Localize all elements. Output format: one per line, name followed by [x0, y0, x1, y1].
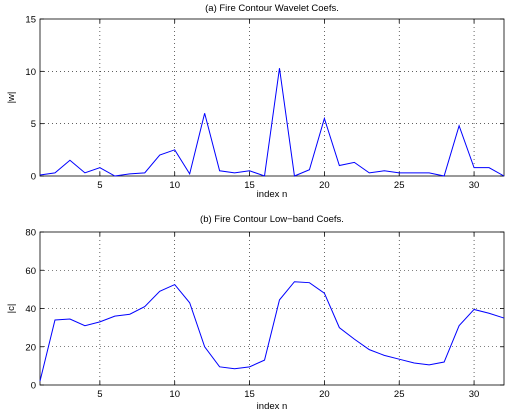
chart-title: (a) Fire Contour Wavelet Coefs. [205, 3, 339, 14]
y-tick-label: 15 [25, 15, 36, 26]
y-tick-label: 20 [25, 342, 36, 353]
y-tick-label: 0 [31, 172, 36, 183]
x-tick-label: 25 [394, 389, 405, 400]
y-axis-label: |w| [6, 92, 17, 104]
y-tick-label: 40 [25, 304, 36, 315]
x-tick-label: 20 [319, 180, 330, 191]
y-axis-label: |c| [6, 304, 17, 314]
y-tick-label: 60 [25, 266, 36, 277]
series-line [39, 68, 505, 177]
x-tick-label: 30 [469, 180, 480, 191]
axes-box [39, 18, 505, 177]
y-tick-label: 10 [25, 67, 36, 78]
y-tick-label: 80 [25, 228, 36, 239]
x-tick-label: 15 [244, 389, 255, 400]
x-tick-label: 15 [244, 180, 255, 191]
series-line [39, 281, 505, 382]
y-tick-label: 5 [31, 119, 36, 130]
x-tick-label: 5 [97, 180, 102, 191]
x-tick-label: 25 [394, 180, 405, 191]
x-tick-label: 20 [319, 389, 330, 400]
chart-title: (b) Fire Contour Low−band Coefs. [200, 214, 344, 225]
x-tick-label: 10 [169, 180, 180, 191]
x-axis-label: index n [257, 189, 288, 200]
low-band-coefs-plot: 5 10 15 20 25 30 0 20 40 60 80 (b) Fire Contour Low… [6, 214, 505, 412]
x-tick-label: 30 [469, 389, 480, 400]
x-tick-label: 10 [169, 389, 180, 400]
y-tick-label: 0 [31, 381, 36, 392]
wavelet-coefs-plot: 5 10 15 20 25 30 0 5 10 15 (a) Fire Contour Wavele… [6, 3, 505, 200]
x-axis-label: index n [257, 401, 288, 412]
x-tick-label: 5 [97, 389, 102, 400]
